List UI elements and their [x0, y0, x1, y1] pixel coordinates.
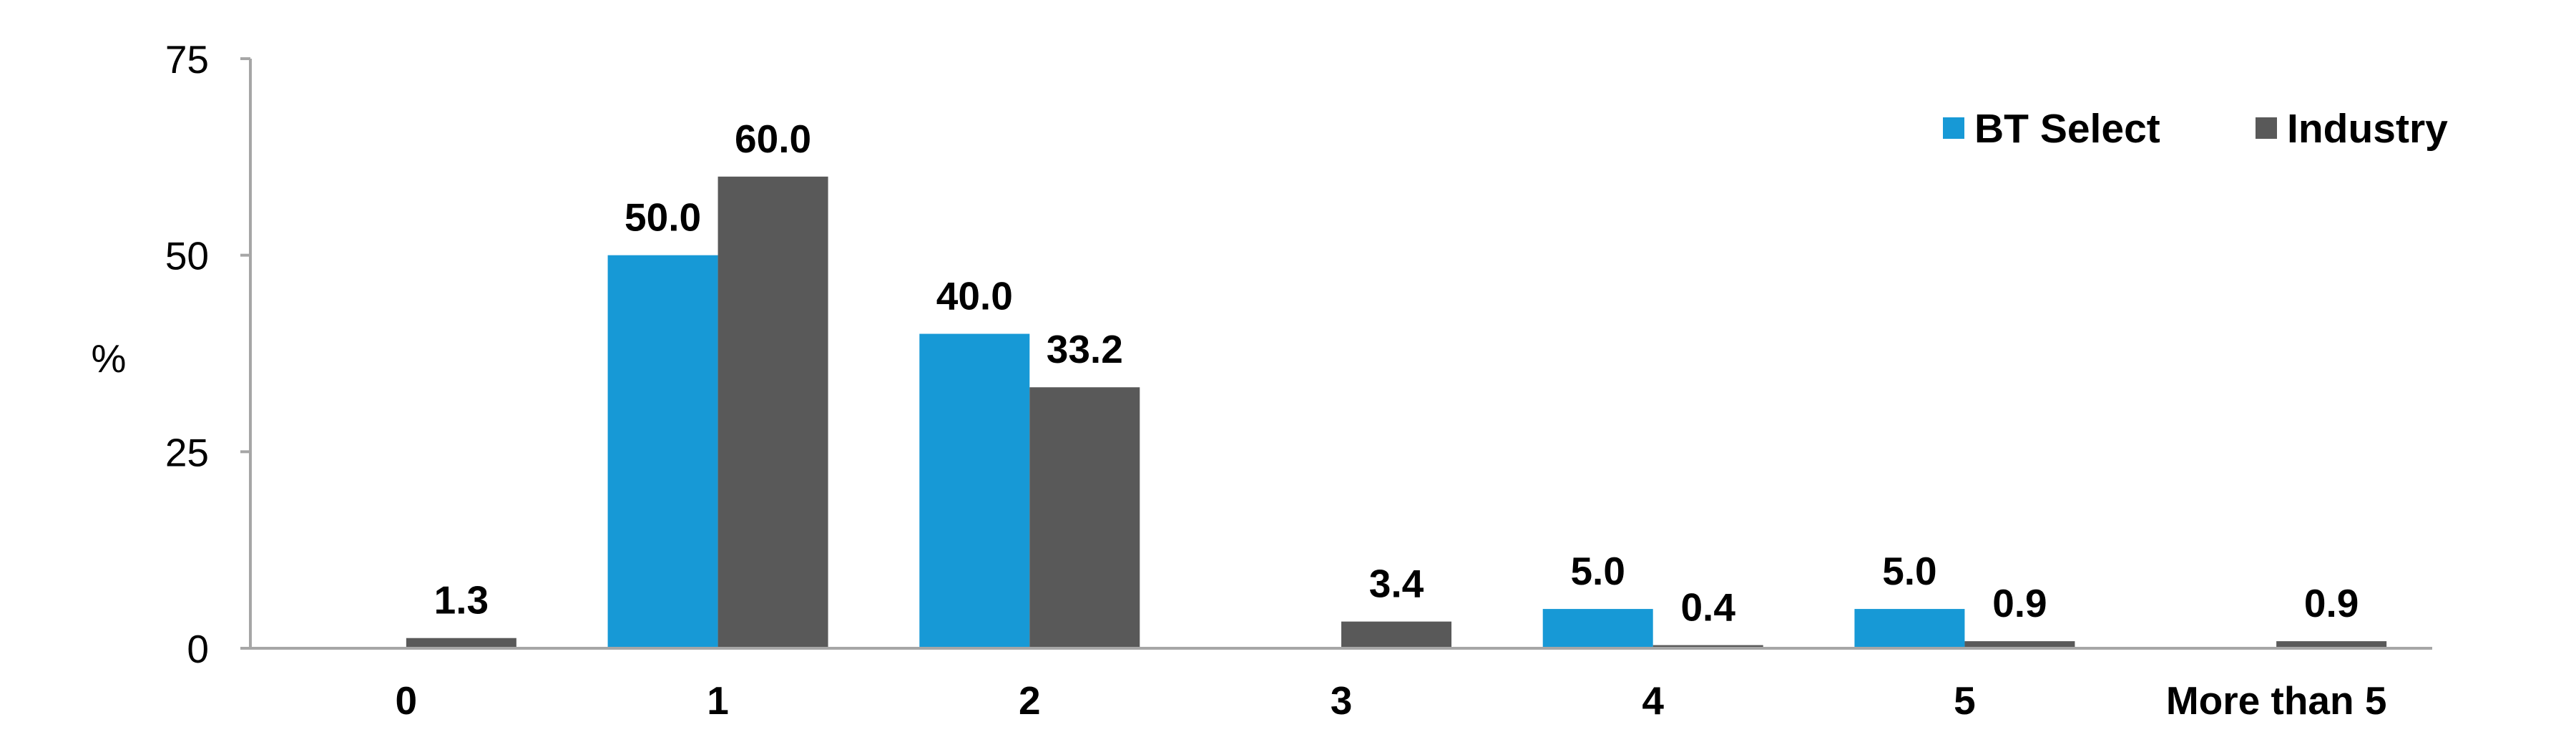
x-tick-label: 1: [707, 678, 729, 723]
bar-industry: [1964, 641, 2075, 648]
x-tick-label: 5: [1954, 678, 1976, 723]
bar-industry: [406, 638, 516, 648]
y-tick-label: 25: [165, 430, 209, 474]
legend-swatch: [1943, 117, 1964, 139]
data-labels: 50.0 40.0 5.0 5.0 1.3 60.0 33.2 3.4 0.4 0.9 0.9: [434, 117, 2359, 630]
data-label: 40.0: [936, 274, 1013, 318]
data-label: 5.0: [1570, 549, 1625, 593]
bar-bt-select: [1854, 609, 1965, 648]
bar-bt-select: [1542, 609, 1653, 648]
bar-bt-select: [919, 333, 1030, 648]
bar-industry: [1652, 645, 1763, 648]
x-tick-label: 4: [1642, 678, 1664, 723]
legend-label: Industry: [2287, 106, 2448, 152]
bar-industry: [2276, 641, 2387, 648]
data-label: 0.9: [1992, 581, 2047, 625]
data-label: 3.4: [1369, 562, 1424, 606]
x-axis: 0 1 2 3 4 5 More than 5: [250, 647, 2432, 723]
bar-industry: [718, 176, 828, 649]
data-label: 50.0: [625, 195, 701, 240]
y-tick-label: 50: [165, 234, 209, 278]
bars: [406, 176, 2387, 649]
data-label: 33.2: [1047, 327, 1123, 371]
legend-swatch: [2256, 117, 2277, 139]
data-label: 0.9: [2304, 581, 2359, 625]
y-tick-label: 0: [187, 627, 209, 671]
legend: BT Select Industry: [1943, 106, 2448, 152]
x-tick-label: 2: [1019, 678, 1041, 723]
data-label: 0.4: [1680, 585, 1735, 630]
bar-industry: [1341, 621, 1451, 648]
x-tick-label: 3: [1331, 678, 1353, 723]
bar-industry: [1029, 387, 1140, 648]
data-label: 60.0: [735, 117, 811, 161]
y-tick-label: 75: [165, 37, 209, 82]
y-axis-title: %: [92, 336, 127, 381]
x-tick-label: 0: [396, 678, 418, 723]
bar-bt-select: [607, 255, 718, 649]
legend-label: BT Select: [1974, 106, 2160, 152]
data-label: 5.0: [1882, 549, 1936, 593]
data-label: 1.3: [434, 578, 489, 623]
x-tick-label: More than 5: [2166, 678, 2387, 723]
y-axis: 0 25 50 75: [165, 37, 252, 671]
